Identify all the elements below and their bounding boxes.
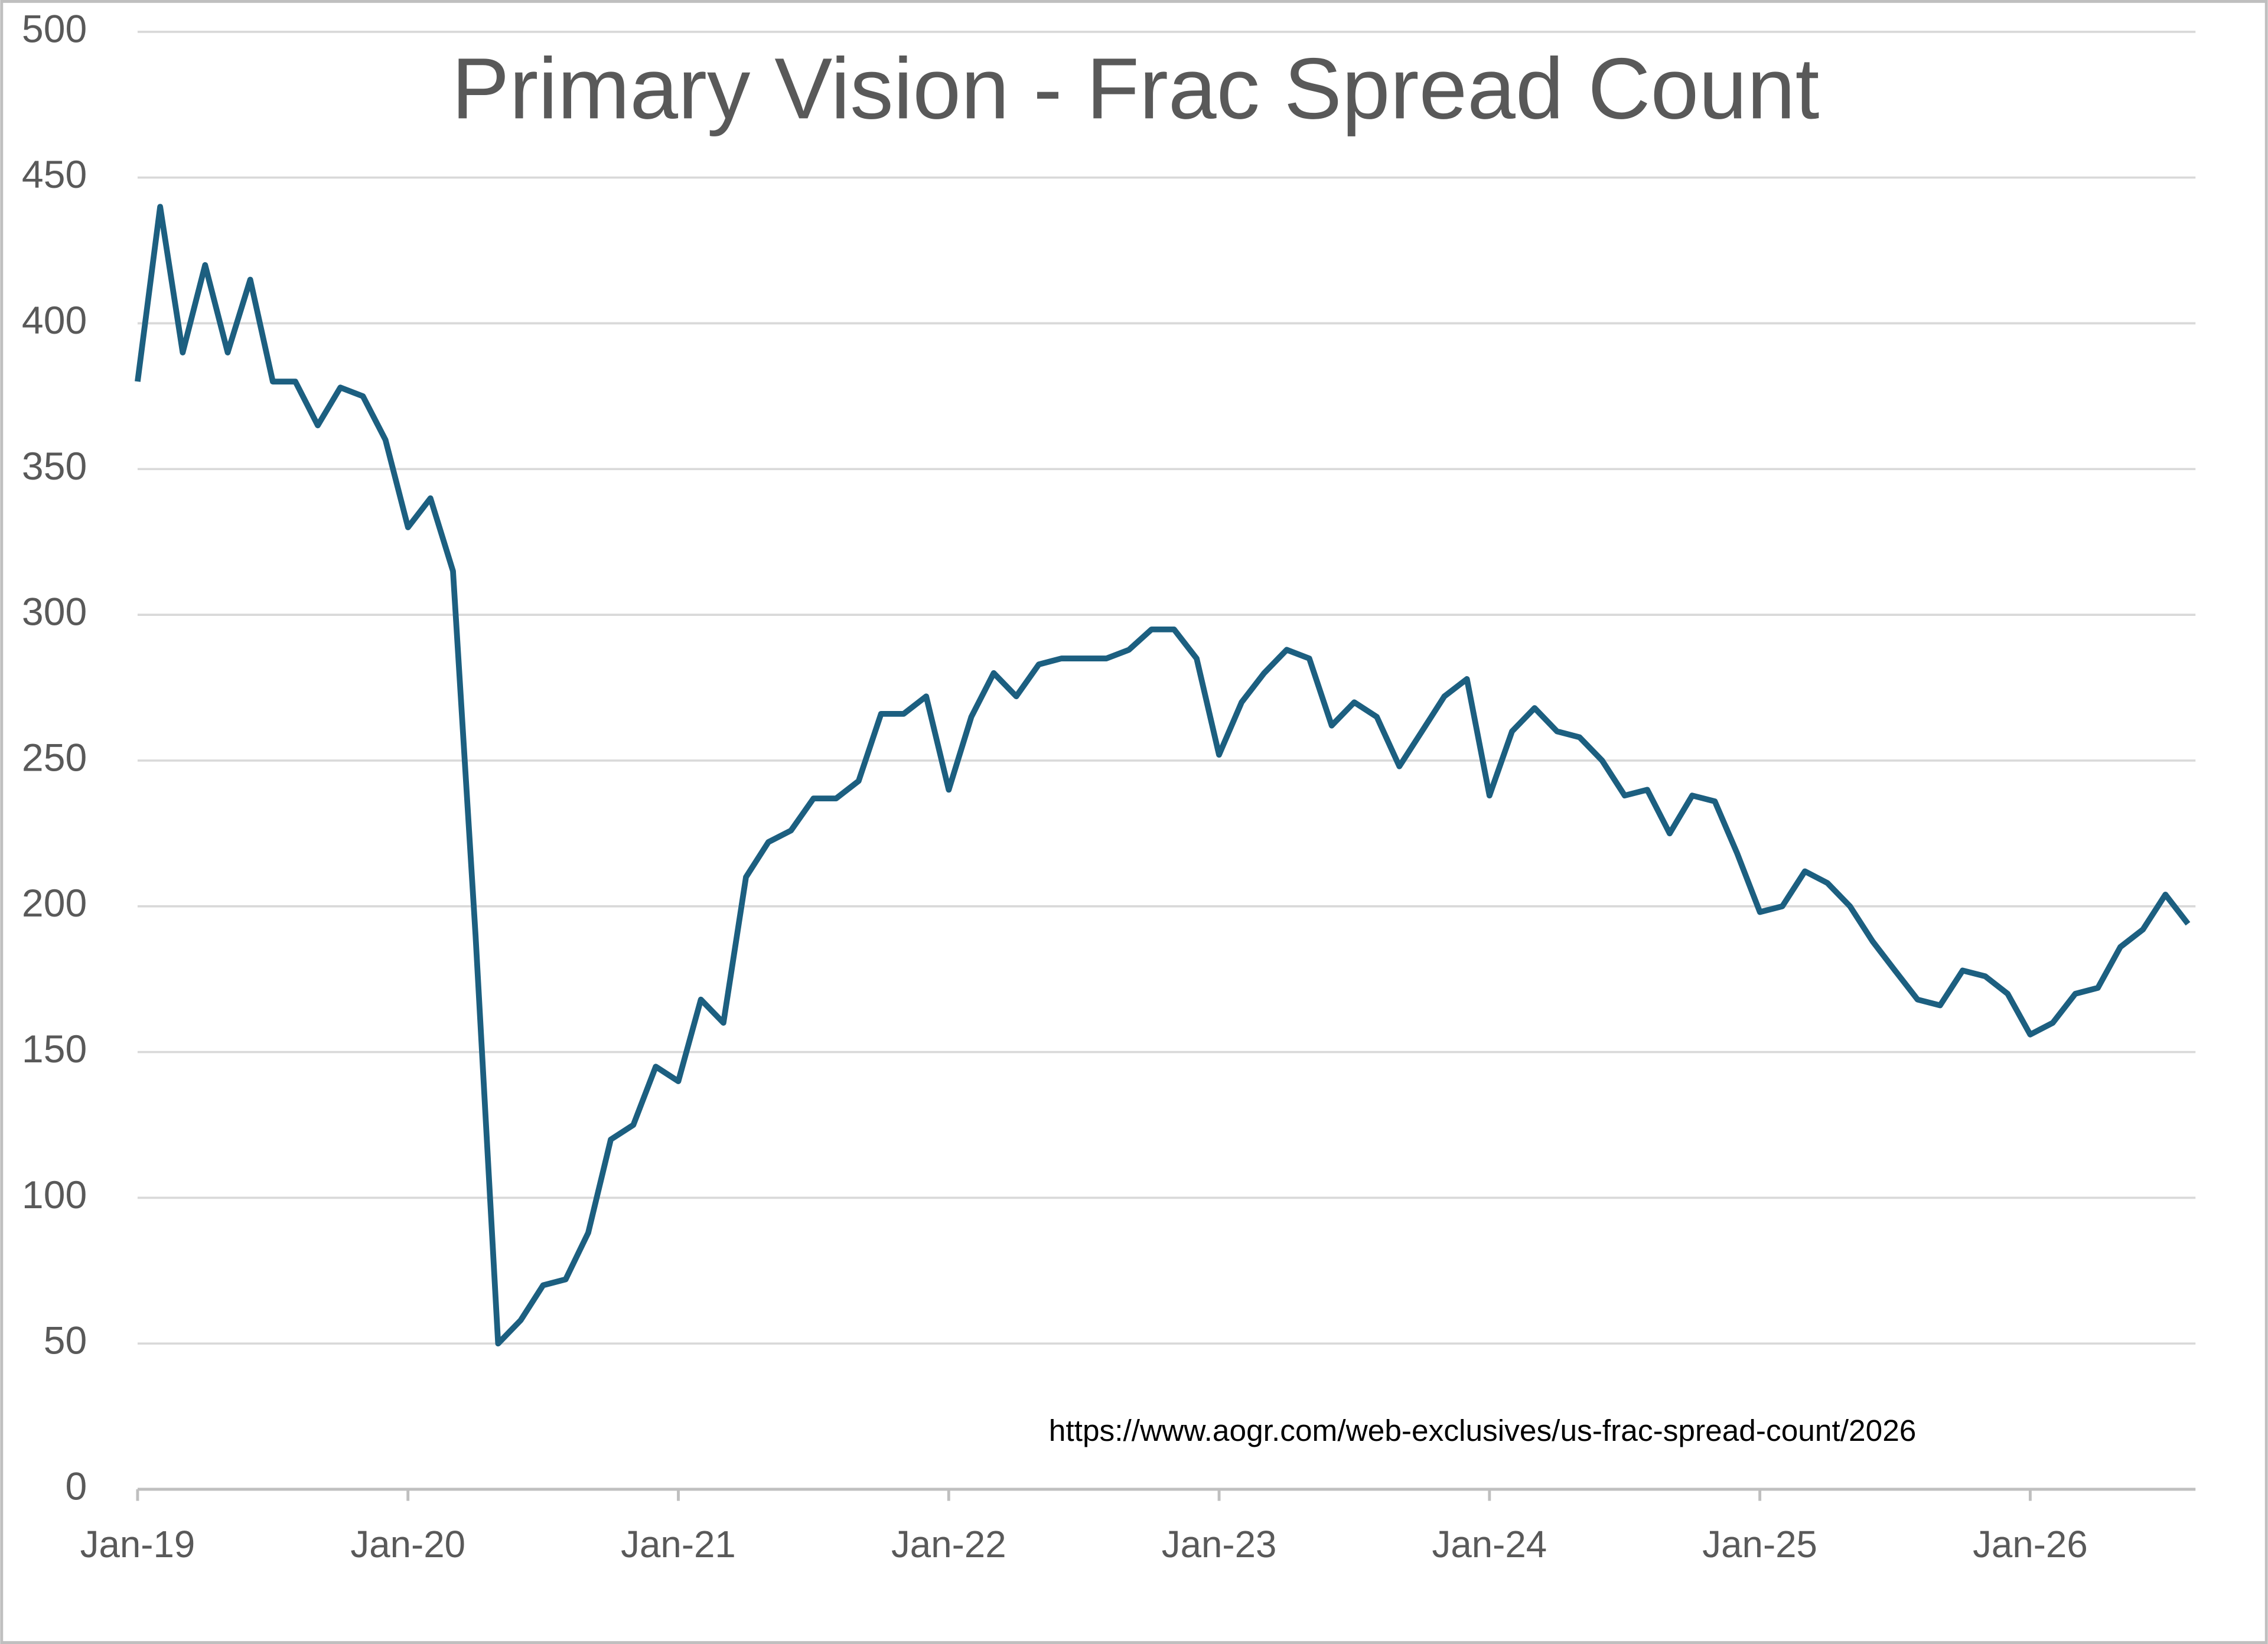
x-tick-label: Jan-20 (350, 1524, 465, 1565)
y-tick-label: 400 (22, 299, 87, 342)
x-tick-label: Jan-26 (1973, 1524, 2088, 1565)
annotation: https://www.aogr.com/web-exclusives/us-f… (1049, 1413, 1917, 1447)
y-tick-label: 500 (22, 7, 87, 51)
y-tick-label: 100 (22, 1173, 87, 1217)
data-line (135, 204, 2191, 1347)
y-tick-label: 0 (65, 1464, 87, 1508)
y-tick-label: 50 (44, 1319, 87, 1363)
y-tick-label: 300 (22, 591, 87, 634)
y-tick-label: 450 (22, 153, 87, 197)
y-tick-label: 350 (22, 445, 87, 488)
x-tick-label: Jan-19 (80, 1524, 195, 1565)
x-tick-label: Jan-25 (1702, 1524, 1817, 1565)
x-tick-label: Jan-22 (891, 1524, 1006, 1565)
chart-title: Primary Vision - Frac Spread Count (451, 40, 1819, 137)
y-tick-label: 150 (22, 1028, 87, 1071)
y-tick-label: 250 (22, 736, 87, 779)
y-tick-label: 200 (22, 882, 87, 925)
x-tick-label: Jan-21 (621, 1524, 736, 1565)
x-tick-label: Jan-23 (1162, 1524, 1277, 1565)
x-tick-label: Jan-24 (1432, 1524, 1547, 1565)
